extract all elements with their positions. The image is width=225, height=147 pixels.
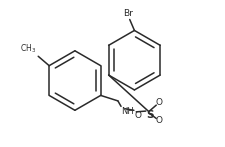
- Text: O: O: [155, 98, 162, 107]
- Text: NH: NH: [121, 107, 134, 116]
- Text: S: S: [146, 110, 154, 120]
- Text: O: O: [155, 116, 162, 125]
- Text: O: O: [134, 111, 141, 120]
- Text: Br: Br: [123, 9, 133, 18]
- Text: CH$_3$: CH$_3$: [20, 43, 37, 56]
